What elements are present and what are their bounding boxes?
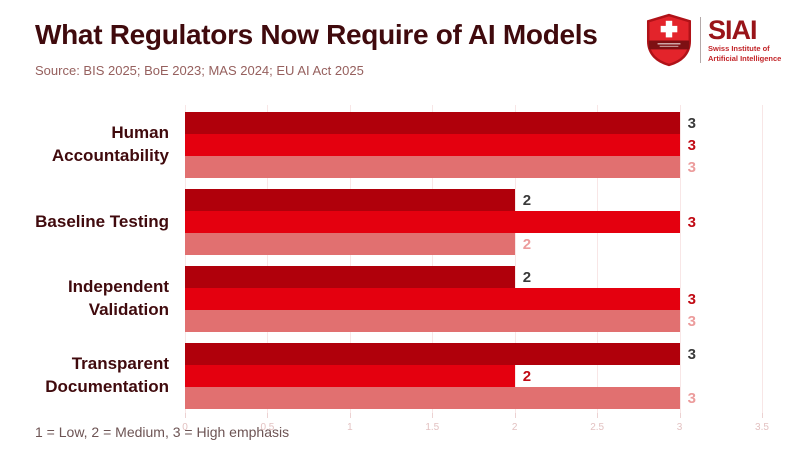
x-tick-mark bbox=[185, 413, 186, 418]
logo-divider bbox=[700, 17, 701, 63]
gridlines bbox=[185, 105, 763, 415]
source-note: Source: BIS 2025; BoE 2023; MAS 2024; EU… bbox=[35, 63, 364, 78]
x-tick-mark bbox=[679, 413, 681, 418]
bar-row: 3 bbox=[185, 211, 762, 233]
value-label: 3 bbox=[687, 213, 696, 231]
category-bars: 3 2 3 bbox=[185, 343, 762, 409]
value-label: 3 bbox=[687, 290, 696, 308]
x-tick-mark bbox=[597, 413, 599, 418]
legend-note: 1 = Low, 2 = Medium, 3 = High emphasis bbox=[35, 424, 290, 440]
x-tick-label: 2.5 bbox=[590, 422, 605, 433]
value-label: 2 bbox=[522, 367, 532, 385]
category-group: Independent Validation 2 3 3 bbox=[0, 266, 770, 332]
x-tick-label: 1.5 bbox=[425, 422, 440, 433]
x-tick-label: 0.5 bbox=[260, 422, 275, 433]
page-title: What Regulators Now Require of AI Models bbox=[35, 19, 598, 50]
x-tick-mark bbox=[267, 413, 269, 418]
x-tick-mark bbox=[514, 413, 516, 418]
gridline bbox=[432, 105, 434, 415]
bar bbox=[185, 156, 680, 178]
value-label: 3 bbox=[687, 114, 696, 132]
category-label: Transparent Documentation bbox=[45, 354, 169, 396]
logo-text: SIAI Swiss Institute of Artificial Intel… bbox=[708, 16, 781, 64]
swiss-shield-icon bbox=[646, 13, 692, 67]
category-group: Transparent Documentation 3 2 3 bbox=[0, 343, 770, 409]
category-group: Human Accountability 3 3 3 bbox=[0, 112, 770, 178]
bar-row: 3 bbox=[185, 310, 762, 332]
logo-subtitle-line2: Artificial Intelligence bbox=[708, 54, 782, 64]
bar-row: 3 bbox=[185, 387, 762, 409]
gridline bbox=[514, 105, 516, 415]
logo-acronym: SIAI bbox=[708, 15, 758, 46]
x-tick-mark bbox=[432, 413, 434, 418]
bar bbox=[185, 266, 515, 288]
value-label: 2 bbox=[522, 268, 532, 286]
chart-rows: Human Accountability 3 3 3 Baseline Testing 2… bbox=[0, 112, 770, 409]
bar-row: 3 bbox=[185, 288, 762, 310]
category-label: Independent Validation bbox=[67, 277, 169, 319]
category-group: Baseline Testing 2 3 2 bbox=[0, 189, 770, 255]
bar-row: 2 bbox=[185, 233, 762, 255]
x-tick-label: 3.5 bbox=[755, 422, 769, 433]
siai-logo: SIAI Swiss Institute of Artificial Intel… bbox=[645, 12, 781, 68]
bar-row: 3 bbox=[185, 134, 762, 156]
gridline bbox=[679, 105, 681, 415]
value-label: 2 bbox=[522, 191, 532, 209]
bar bbox=[185, 189, 515, 211]
bar bbox=[185, 387, 680, 409]
gridline bbox=[762, 105, 763, 415]
bar-chart: Human Accountability 3 3 3 Baseline Testing 2… bbox=[0, 105, 770, 433]
x-tick-label: 3 bbox=[676, 422, 683, 433]
bar bbox=[185, 310, 680, 332]
bar-row: 3 bbox=[185, 112, 762, 134]
x-tick-mark bbox=[349, 413, 351, 418]
bar bbox=[185, 288, 680, 310]
logo-subtitle-line1: Swiss Institute of bbox=[708, 44, 770, 54]
bar bbox=[185, 233, 515, 255]
x-tick-mark bbox=[762, 413, 763, 418]
bar-row: 2 bbox=[185, 189, 762, 211]
bar bbox=[185, 365, 515, 387]
gridline bbox=[349, 105, 351, 415]
bar bbox=[185, 211, 680, 233]
bar bbox=[185, 112, 680, 134]
gridline bbox=[597, 105, 599, 415]
value-label: 3 bbox=[687, 389, 696, 407]
category-bars: 2 3 2 bbox=[185, 189, 762, 255]
value-label: 3 bbox=[687, 312, 696, 330]
bar bbox=[185, 343, 680, 365]
bar-row: 3 bbox=[185, 343, 762, 365]
x-tick-label: 1 bbox=[347, 422, 353, 433]
bar-row: 3 bbox=[185, 156, 762, 178]
value-label: 3 bbox=[687, 136, 696, 154]
category-label: Human Accountability bbox=[51, 123, 169, 165]
category-bars: 3 3 3 bbox=[185, 112, 762, 178]
value-label: 2 bbox=[522, 235, 532, 253]
category-bars: 2 3 3 bbox=[185, 266, 762, 332]
value-label: 3 bbox=[687, 158, 696, 176]
bar-row: 2 bbox=[185, 365, 762, 387]
gridline bbox=[185, 105, 186, 415]
bar-row: 2 bbox=[185, 266, 762, 288]
x-tick-label: 0 bbox=[182, 422, 188, 433]
bar bbox=[185, 134, 680, 156]
gridline bbox=[267, 105, 269, 415]
value-label: 3 bbox=[687, 345, 696, 363]
category-label: Baseline Testing bbox=[35, 211, 169, 231]
x-tick-label: 2 bbox=[511, 422, 518, 433]
x-axis: 0 0.5 1 1.5 2 2.5 3 3.5 bbox=[182, 413, 769, 445]
